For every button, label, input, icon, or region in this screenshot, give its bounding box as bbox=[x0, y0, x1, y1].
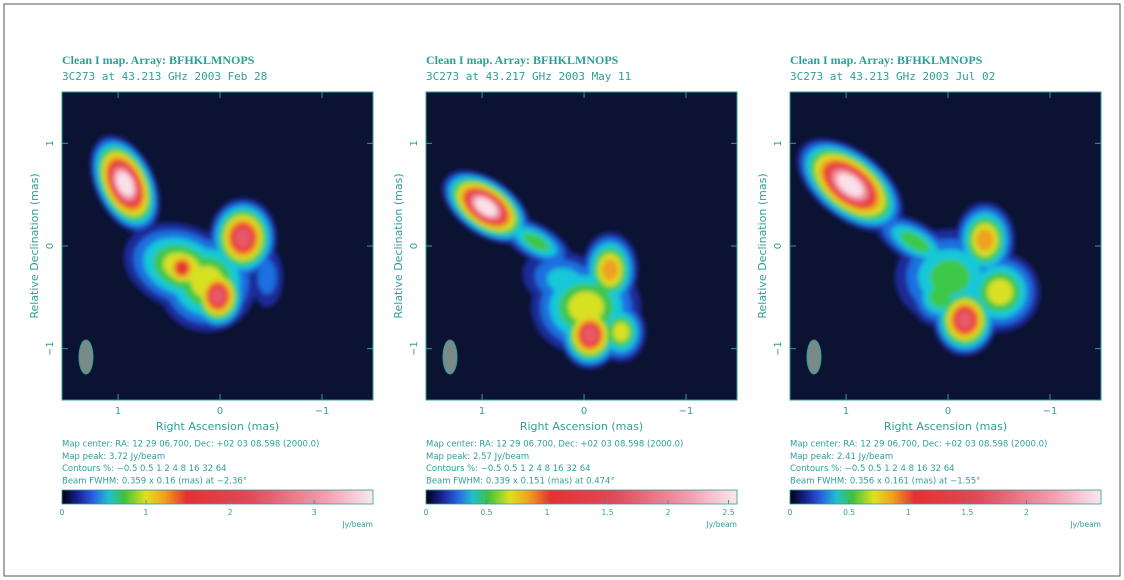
x-axis-label: Right Ascension (mas) bbox=[520, 420, 643, 433]
colorbar-tick-label: 2 bbox=[666, 508, 671, 517]
beam bbox=[806, 339, 822, 375]
emission-level bbox=[976, 228, 994, 252]
map-note: Map peak: 2.57 Jy/beam bbox=[426, 452, 529, 462]
colorbar-tick-label: 1 bbox=[144, 508, 149, 517]
colorbar bbox=[425, 489, 738, 505]
x-tick-label: −1 bbox=[679, 406, 694, 417]
x-axis-label: Right Ascension (mas) bbox=[156, 420, 279, 433]
x-tick-label: 0 bbox=[217, 406, 223, 417]
x-tick-label: 1 bbox=[115, 406, 121, 417]
colorbar bbox=[789, 489, 1102, 505]
colorbar-tick-label: 1.5 bbox=[961, 508, 973, 517]
panel-title: Clean I map. Array: BFHKLMNOPS bbox=[426, 53, 619, 67]
frame bbox=[3, 3, 1121, 577]
colorbar-unit: Jy/beam bbox=[1070, 520, 1101, 529]
y-tick-label: 0 bbox=[773, 243, 784, 249]
emission-level bbox=[930, 259, 970, 295]
x-tick-label: 0 bbox=[945, 406, 951, 417]
panel-title: Clean I map. Array: BFHKLMNOPS bbox=[62, 53, 255, 67]
y-tick-label: 0 bbox=[45, 243, 56, 249]
emission-level bbox=[987, 279, 1013, 305]
x-tick-label: −1 bbox=[315, 406, 330, 417]
emission bbox=[90, 135, 283, 332]
emission bbox=[442, 170, 646, 369]
y-tick-label: −1 bbox=[773, 341, 784, 356]
colorbar-tick-label: 2 bbox=[1024, 508, 1029, 517]
map-note: Map center: RA: 12 29 06.700, Dec: +02 0… bbox=[426, 440, 683, 450]
y-tick-label: 1 bbox=[409, 140, 420, 146]
x-tick-label: 0 bbox=[581, 406, 587, 417]
y-tick-label: 0 bbox=[409, 243, 420, 249]
map-note: Map center: RA: 12 29 06.700, Dec: +02 0… bbox=[62, 440, 319, 450]
emission-level bbox=[257, 259, 277, 295]
colorbar-tick-label: 1 bbox=[906, 508, 911, 517]
emission-level bbox=[613, 322, 629, 342]
y-tick-label: −1 bbox=[409, 341, 420, 356]
emission-level bbox=[175, 260, 189, 276]
emission-level bbox=[234, 227, 252, 249]
colorbar-tick-label: 0 bbox=[60, 508, 65, 517]
map-note: Map peak: 2.41 Jy/beam bbox=[790, 452, 893, 462]
panel-subtitle: 3C273 at 43.217 GHz 2003 May 11 bbox=[426, 70, 631, 83]
emission-level bbox=[929, 286, 951, 308]
colorbar-tick-label: 0.5 bbox=[843, 508, 855, 517]
colorbar-tick-label: 0.5 bbox=[481, 508, 493, 517]
emission-level bbox=[601, 258, 619, 282]
map-note: Contours %: −0.5 0.5 1 2 4 8 16 32 64 bbox=[790, 464, 955, 474]
panel-subtitle: 3C273 at 43.213 GHz 2003 Feb 28 bbox=[62, 70, 267, 83]
colorbar-tick-label: 1.5 bbox=[602, 508, 614, 517]
emission-level bbox=[582, 326, 598, 344]
y-axis-label: Relative Declination (mas) bbox=[392, 173, 405, 318]
beam bbox=[78, 339, 94, 375]
colorbar-tick-label: 3 bbox=[312, 508, 317, 517]
panel-subtitle: 3C273 at 43.213 GHz 2003 Jul 02 bbox=[790, 70, 995, 83]
colorbar-tick-label: 2.5 bbox=[723, 508, 735, 517]
y-tick-label: 1 bbox=[773, 140, 784, 146]
y-tick-label: −1 bbox=[45, 341, 56, 356]
colorbar-unit: Jy/beam bbox=[342, 520, 373, 529]
colorbar-unit: Jy/beam bbox=[706, 520, 737, 529]
emission-level bbox=[523, 232, 549, 252]
emission-level bbox=[900, 231, 930, 253]
map-note: Beam FWHM: 0.356 x 0.161 (mas) at −1.55° bbox=[790, 476, 980, 486]
map-note: Beam FWHM: 0.339 x 0.151 (mas) at 0.474° bbox=[426, 476, 615, 486]
colorbar-tick-label: 1 bbox=[545, 508, 550, 517]
panel-title: Clean I map. Array: BFHKLMNOPS bbox=[790, 53, 983, 67]
map-note: Contours %: −0.5 0.5 1 2 4 8 16 32 64 bbox=[62, 464, 227, 474]
colorbar-tick-label: 0 bbox=[788, 508, 793, 517]
x-tick-label: 1 bbox=[479, 406, 485, 417]
emission bbox=[796, 138, 1040, 356]
y-axis-label: Relative Declination (mas) bbox=[28, 173, 41, 318]
x-axis-label: Right Ascension (mas) bbox=[884, 420, 1007, 433]
beam bbox=[442, 339, 458, 375]
emission-level bbox=[210, 287, 226, 305]
emission-level bbox=[837, 174, 863, 196]
map-note: Map peak: 3.72 Jy/beam bbox=[62, 452, 165, 462]
colorbar bbox=[61, 489, 374, 505]
x-tick-label: 1 bbox=[843, 406, 849, 417]
emission-level bbox=[116, 172, 134, 196]
emission-level bbox=[568, 291, 604, 323]
map-note: Beam FWHM: 0.359 x 0.16 (mas) at −2.36° bbox=[62, 476, 247, 486]
y-tick-label: 1 bbox=[45, 140, 56, 146]
colorbar-tick-label: 2 bbox=[228, 508, 233, 517]
y-axis-label: Relative Declination (mas) bbox=[756, 173, 769, 318]
map-note: Contours %: −0.5 0.5 1 2 4 8 16 32 64 bbox=[426, 464, 591, 474]
emission-level bbox=[956, 310, 974, 330]
x-tick-label: −1 bbox=[1043, 406, 1058, 417]
emission-level bbox=[475, 198, 497, 216]
colorbar-tick-label: 0 bbox=[424, 508, 429, 517]
map-note: Map center: RA: 12 29 06.700, Dec: +02 0… bbox=[790, 440, 1047, 450]
